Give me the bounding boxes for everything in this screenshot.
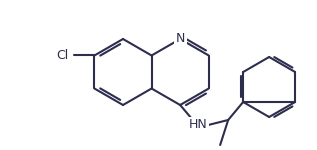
Text: Cl: Cl bbox=[56, 49, 68, 62]
Text: HN: HN bbox=[189, 118, 208, 132]
Text: N: N bbox=[176, 33, 185, 45]
